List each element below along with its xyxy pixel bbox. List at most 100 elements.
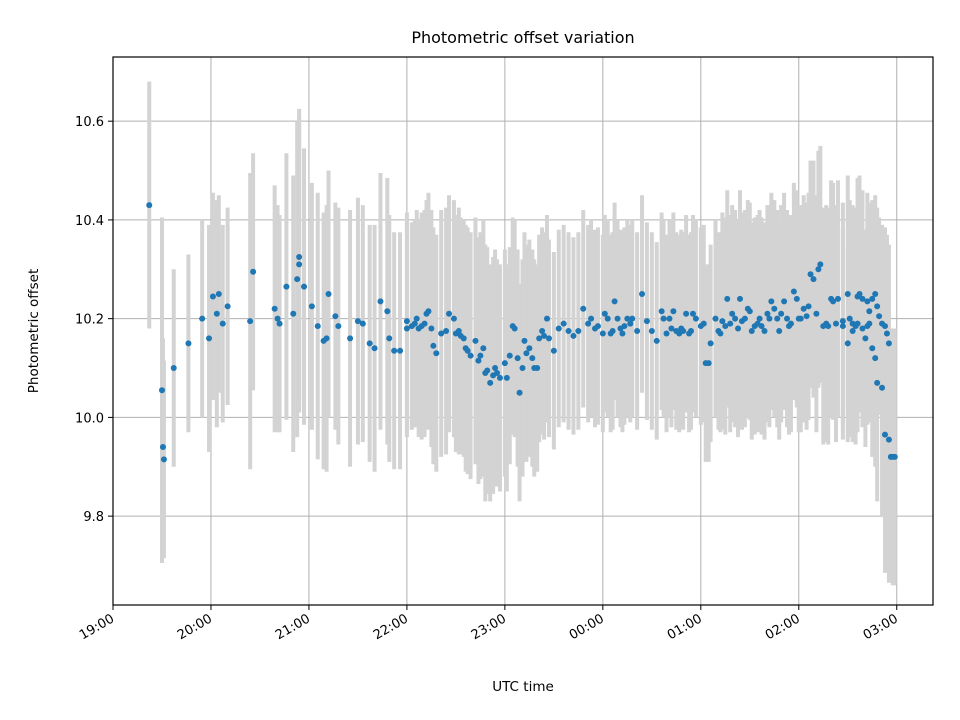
data-point xyxy=(668,325,675,332)
data-point xyxy=(817,261,824,268)
data-point xyxy=(846,315,853,322)
data-point xyxy=(199,315,206,322)
chart-title: Photometric offset variation xyxy=(411,28,634,47)
data-point xyxy=(492,365,499,372)
data-point xyxy=(830,298,837,305)
data-point xyxy=(707,340,714,347)
data-point xyxy=(274,315,281,322)
data-point xyxy=(784,315,791,322)
data-point xyxy=(834,295,841,302)
data-point xyxy=(384,308,391,315)
data-point xyxy=(366,340,373,347)
data-point xyxy=(727,320,734,327)
data-point xyxy=(864,298,871,305)
data-point xyxy=(805,303,812,310)
data-point xyxy=(160,456,167,463)
data-point xyxy=(800,305,807,312)
data-point xyxy=(314,323,321,330)
data-point xyxy=(185,340,192,347)
data-point xyxy=(663,330,670,337)
data-point xyxy=(575,328,582,334)
data-point xyxy=(724,295,731,302)
data-point xyxy=(621,323,628,330)
data-point xyxy=(536,335,543,342)
data-point xyxy=(411,320,418,327)
data-point xyxy=(560,320,567,327)
data-point xyxy=(793,295,800,302)
data-point xyxy=(283,283,290,290)
data-point xyxy=(705,360,712,367)
data-point xyxy=(325,290,332,297)
data-point xyxy=(347,335,354,342)
data-point xyxy=(604,315,611,322)
data-point xyxy=(354,318,361,325)
data-point xyxy=(158,387,165,394)
data-point xyxy=(666,315,673,322)
data-point xyxy=(683,310,690,317)
data-point xyxy=(421,320,428,327)
data-point xyxy=(660,315,667,322)
data-point xyxy=(803,313,810,320)
data-point xyxy=(866,320,873,327)
data-point xyxy=(371,345,378,352)
data-point xyxy=(433,350,440,357)
data-point xyxy=(271,305,278,312)
data-point xyxy=(658,308,665,315)
data-point xyxy=(335,323,342,330)
data-point xyxy=(712,315,719,322)
data-point xyxy=(746,308,753,315)
y-tick-label: 10.2 xyxy=(75,313,104,328)
data-point xyxy=(308,303,315,310)
data-point xyxy=(594,323,601,330)
y-tick-label: 10.0 xyxy=(75,411,104,426)
data-point xyxy=(810,276,817,283)
data-point xyxy=(761,328,768,334)
data-point xyxy=(700,320,707,327)
data-point xyxy=(778,310,785,317)
data-point xyxy=(516,389,523,396)
data-point xyxy=(213,310,220,317)
data-point xyxy=(787,320,794,327)
data-point xyxy=(614,315,621,322)
data-point xyxy=(774,315,781,322)
data-point xyxy=(555,325,562,332)
data-point xyxy=(534,365,541,372)
data-point xyxy=(790,288,797,295)
data-point xyxy=(629,315,636,322)
data-point xyxy=(170,365,177,372)
data-point xyxy=(425,308,432,315)
data-point xyxy=(529,355,536,362)
data-point xyxy=(484,367,491,374)
data-point xyxy=(224,303,231,310)
point-layer xyxy=(146,202,898,463)
data-point xyxy=(885,340,892,347)
data-point xyxy=(294,276,301,283)
data-point xyxy=(741,315,748,322)
data-point xyxy=(869,295,876,302)
data-point xyxy=(756,315,763,322)
data-point xyxy=(844,340,851,347)
data-point xyxy=(670,308,677,315)
data-point xyxy=(719,318,726,325)
data-point xyxy=(601,310,608,317)
data-point xyxy=(653,337,660,344)
data-point xyxy=(872,355,879,362)
data-point xyxy=(570,332,577,339)
data-point xyxy=(438,330,445,337)
data-point xyxy=(588,315,595,322)
data-point xyxy=(758,323,765,330)
data-point xyxy=(634,328,641,334)
data-point xyxy=(580,305,587,312)
data-point xyxy=(729,310,736,317)
data-point xyxy=(523,350,530,357)
data-point xyxy=(689,310,696,317)
data-point xyxy=(545,335,552,342)
data-point xyxy=(565,328,572,334)
data-point xyxy=(833,320,840,327)
data-point xyxy=(807,271,814,278)
data-point xyxy=(619,330,626,337)
data-point xyxy=(839,323,846,330)
x-axis-label: UTC time xyxy=(492,679,554,695)
